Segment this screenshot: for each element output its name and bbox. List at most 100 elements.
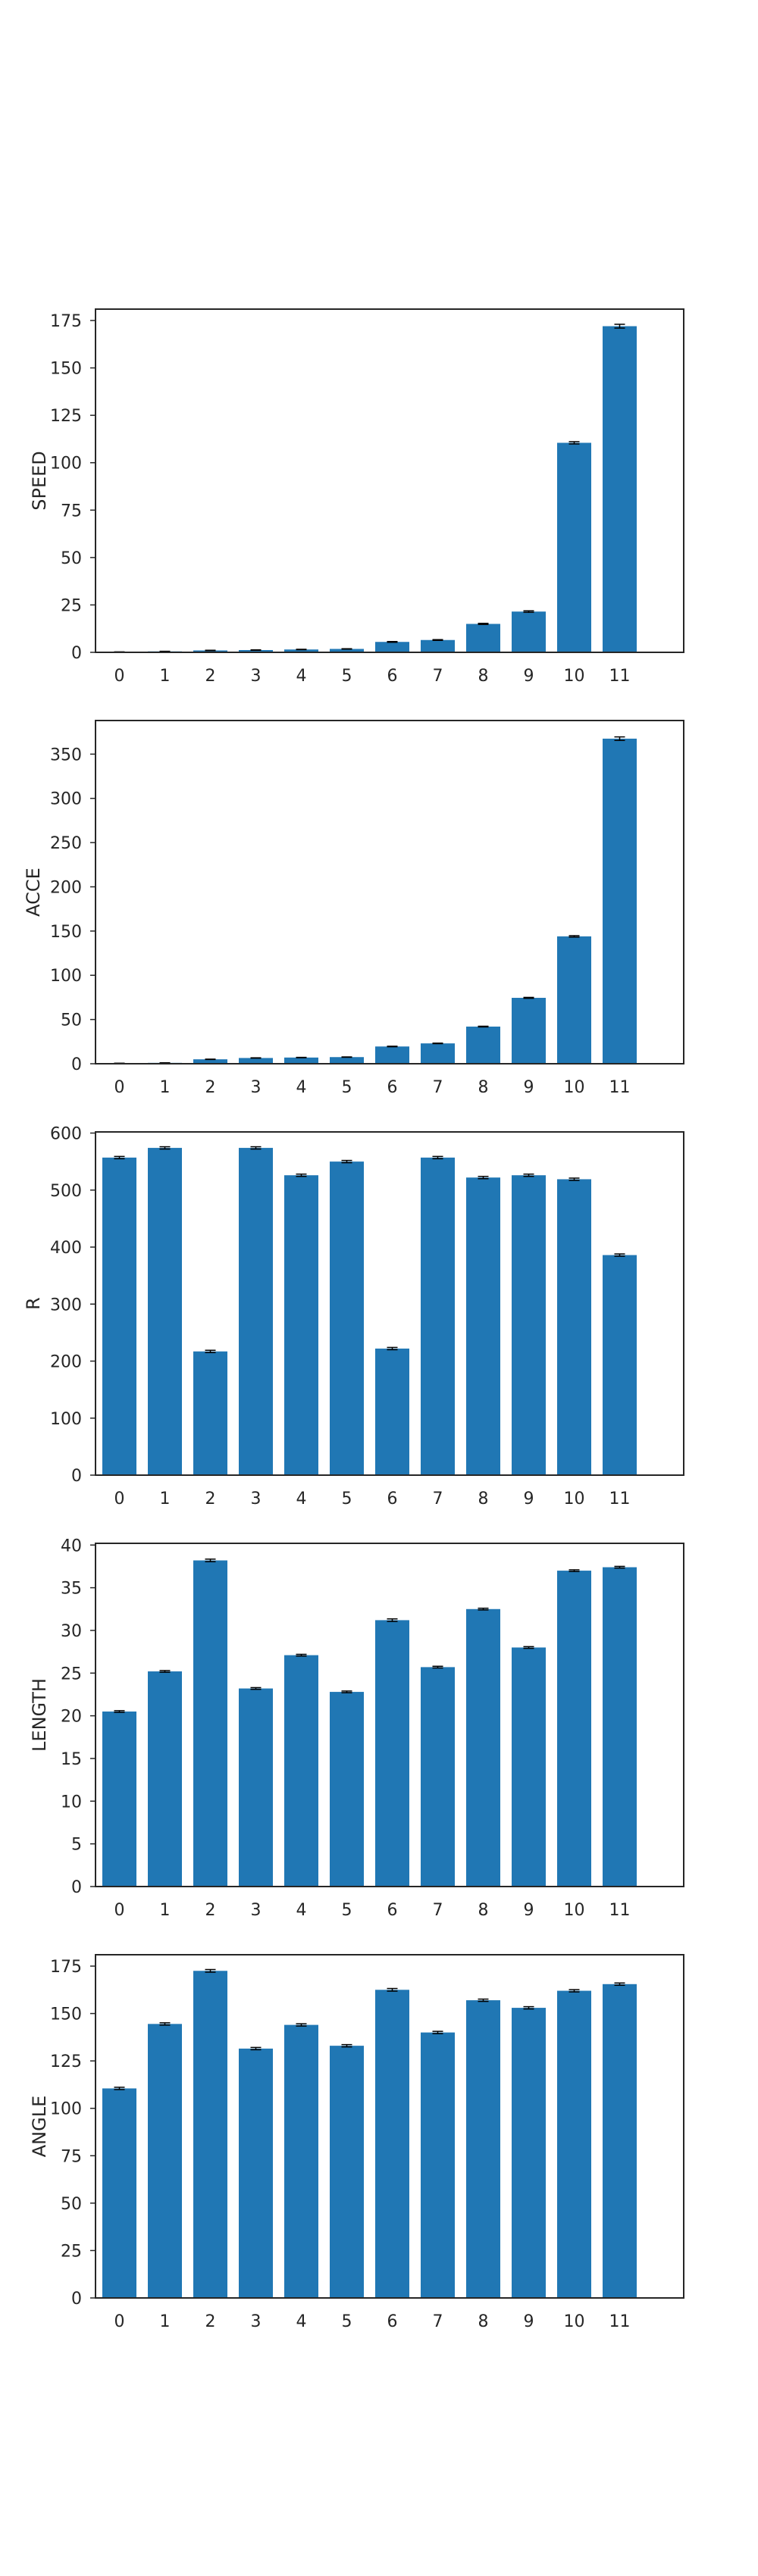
bar-10 bbox=[557, 936, 591, 1064]
bar-8 bbox=[466, 1026, 500, 1064]
y-axis-label: ACCE bbox=[23, 868, 44, 917]
x-tick-label: 1 bbox=[160, 667, 171, 686]
chart-5: 0 25 50 75 100 125 150 175 0 1 2 3 4 5 6 7 8 9 10 11 ANGLE bbox=[29, 1954, 684, 2331]
x-tick-label: 11 bbox=[609, 667, 631, 686]
bar-8 bbox=[466, 2000, 500, 2298]
x-tick-label: 4 bbox=[296, 1901, 307, 1920]
bar-3 bbox=[239, 1058, 273, 1064]
bar-3 bbox=[239, 649, 273, 652]
y-tick-label: 5 bbox=[71, 1836, 82, 1855]
chart-1: 0 25 50 75 100 125 150 175 0 1 2 3 4 5 6 7 8 9 10 11 SPEED bbox=[29, 308, 684, 686]
x-tick-label: 3 bbox=[251, 1078, 262, 1097]
bar-3 bbox=[239, 1688, 273, 1887]
bar-11 bbox=[603, 1567, 637, 1887]
y-tick-label: 30 bbox=[61, 1622, 82, 1641]
bar-3 bbox=[239, 2048, 273, 2298]
plot-frame bbox=[95, 720, 684, 1064]
x-tick-label: 2 bbox=[205, 2312, 216, 2331]
x-tick-label: 7 bbox=[433, 667, 443, 686]
bar-2 bbox=[193, 1971, 227, 2298]
bar-6 bbox=[375, 1620, 409, 1887]
x-tick-label: 8 bbox=[478, 2312, 489, 2331]
x-tick-label: 0 bbox=[114, 1901, 125, 1920]
x-tick-label: 11 bbox=[609, 1490, 631, 1508]
plot-frame bbox=[95, 1954, 684, 2299]
y-axis-label: SPEED bbox=[29, 451, 50, 511]
y-axis-label: LENGTH bbox=[29, 1678, 50, 1752]
x-tick-label: 4 bbox=[296, 2312, 307, 2331]
bar-6 bbox=[375, 1348, 409, 1475]
y-tick-label: 15 bbox=[61, 1750, 82, 1769]
y-tick-label: 150 bbox=[50, 923, 82, 942]
bar-7 bbox=[421, 1667, 455, 1887]
x-tick-label: 1 bbox=[160, 2312, 171, 2331]
bar-6 bbox=[375, 1990, 409, 2298]
bar-11 bbox=[603, 326, 637, 652]
x-tick-label: 10 bbox=[564, 2312, 585, 2331]
bar-7 bbox=[421, 1157, 455, 1475]
x-tick-label: 11 bbox=[609, 1078, 631, 1097]
plot-frame bbox=[95, 1543, 684, 1887]
x-tick-label: 9 bbox=[524, 2312, 534, 2331]
bar-4 bbox=[284, 1057, 318, 1064]
x-tick-label: 3 bbox=[251, 667, 262, 686]
x-tick-label: 1 bbox=[160, 1901, 171, 1920]
x-tick-label: 6 bbox=[387, 1490, 398, 1508]
y-tick-label: 75 bbox=[61, 2147, 82, 2166]
x-tick-label: 10 bbox=[564, 1490, 585, 1508]
y-tick-label: 0 bbox=[71, 1878, 82, 1897]
bar-5 bbox=[330, 1057, 364, 1064]
y-tick-label: 25 bbox=[61, 1665, 82, 1683]
x-tick-label: 4 bbox=[296, 1078, 307, 1097]
x-tick-label: 7 bbox=[433, 1901, 443, 1920]
y-tick-label: 50 bbox=[61, 1011, 82, 1030]
bar-1 bbox=[148, 1671, 182, 1887]
y-tick-label: 400 bbox=[50, 1239, 82, 1258]
bar-4 bbox=[284, 1655, 318, 1887]
bar-1 bbox=[148, 2024, 182, 2298]
y-tick-label: 200 bbox=[50, 1353, 82, 1372]
chart-2: 0 50 100 150 200 250 300 350 0 1 2 3 4 5 6 7 8 9 10 11 ACCE bbox=[23, 720, 684, 1097]
bar-10 bbox=[557, 1179, 591, 1475]
x-tick-label: 4 bbox=[296, 1490, 307, 1508]
x-tick-label: 11 bbox=[609, 2312, 631, 2331]
x-tick-label: 6 bbox=[387, 2312, 398, 2331]
bar-8 bbox=[466, 1177, 500, 1475]
y-tick-label: 0 bbox=[71, 644, 82, 663]
bar-5 bbox=[330, 2046, 364, 2298]
bar-0 bbox=[102, 2088, 136, 2298]
x-tick-label: 5 bbox=[342, 1901, 352, 1920]
y-tick-label: 175 bbox=[50, 1958, 82, 1977]
y-tick-label: 10 bbox=[61, 1793, 82, 1812]
x-tick-label: 4 bbox=[296, 667, 307, 686]
x-tick-label: 6 bbox=[387, 1078, 398, 1097]
x-tick-label: 3 bbox=[251, 2312, 262, 2331]
bar-7 bbox=[421, 2032, 455, 2298]
bar-0 bbox=[102, 1157, 136, 1475]
y-tick-label: 150 bbox=[50, 360, 82, 379]
x-tick-label: 3 bbox=[251, 1490, 262, 1508]
bar-5 bbox=[330, 649, 364, 652]
x-tick-label: 8 bbox=[478, 667, 489, 686]
bar-4 bbox=[284, 649, 318, 652]
bar-4 bbox=[284, 2024, 318, 2298]
bar-9 bbox=[512, 2008, 546, 2298]
x-tick-label: 9 bbox=[524, 1490, 534, 1508]
x-tick-label: 0 bbox=[114, 2312, 125, 2331]
x-tick-label: 10 bbox=[564, 1901, 585, 1920]
y-tick-label: 35 bbox=[61, 1580, 82, 1599]
y-tick-label: 125 bbox=[50, 407, 82, 426]
x-tick-label: 10 bbox=[564, 1078, 585, 1097]
x-tick-label: 5 bbox=[342, 2312, 352, 2331]
bar-11 bbox=[603, 1255, 637, 1475]
bar-7 bbox=[421, 639, 455, 652]
bar-4 bbox=[284, 1175, 318, 1475]
y-tick-label: 100 bbox=[50, 1410, 82, 1429]
x-tick-label: 2 bbox=[205, 667, 216, 686]
bar-11 bbox=[603, 738, 637, 1064]
x-tick-label: 5 bbox=[342, 1078, 352, 1097]
y-tick-label: 300 bbox=[50, 790, 82, 809]
bar-5 bbox=[330, 1692, 364, 1887]
y-tick-label: 75 bbox=[61, 502, 82, 521]
